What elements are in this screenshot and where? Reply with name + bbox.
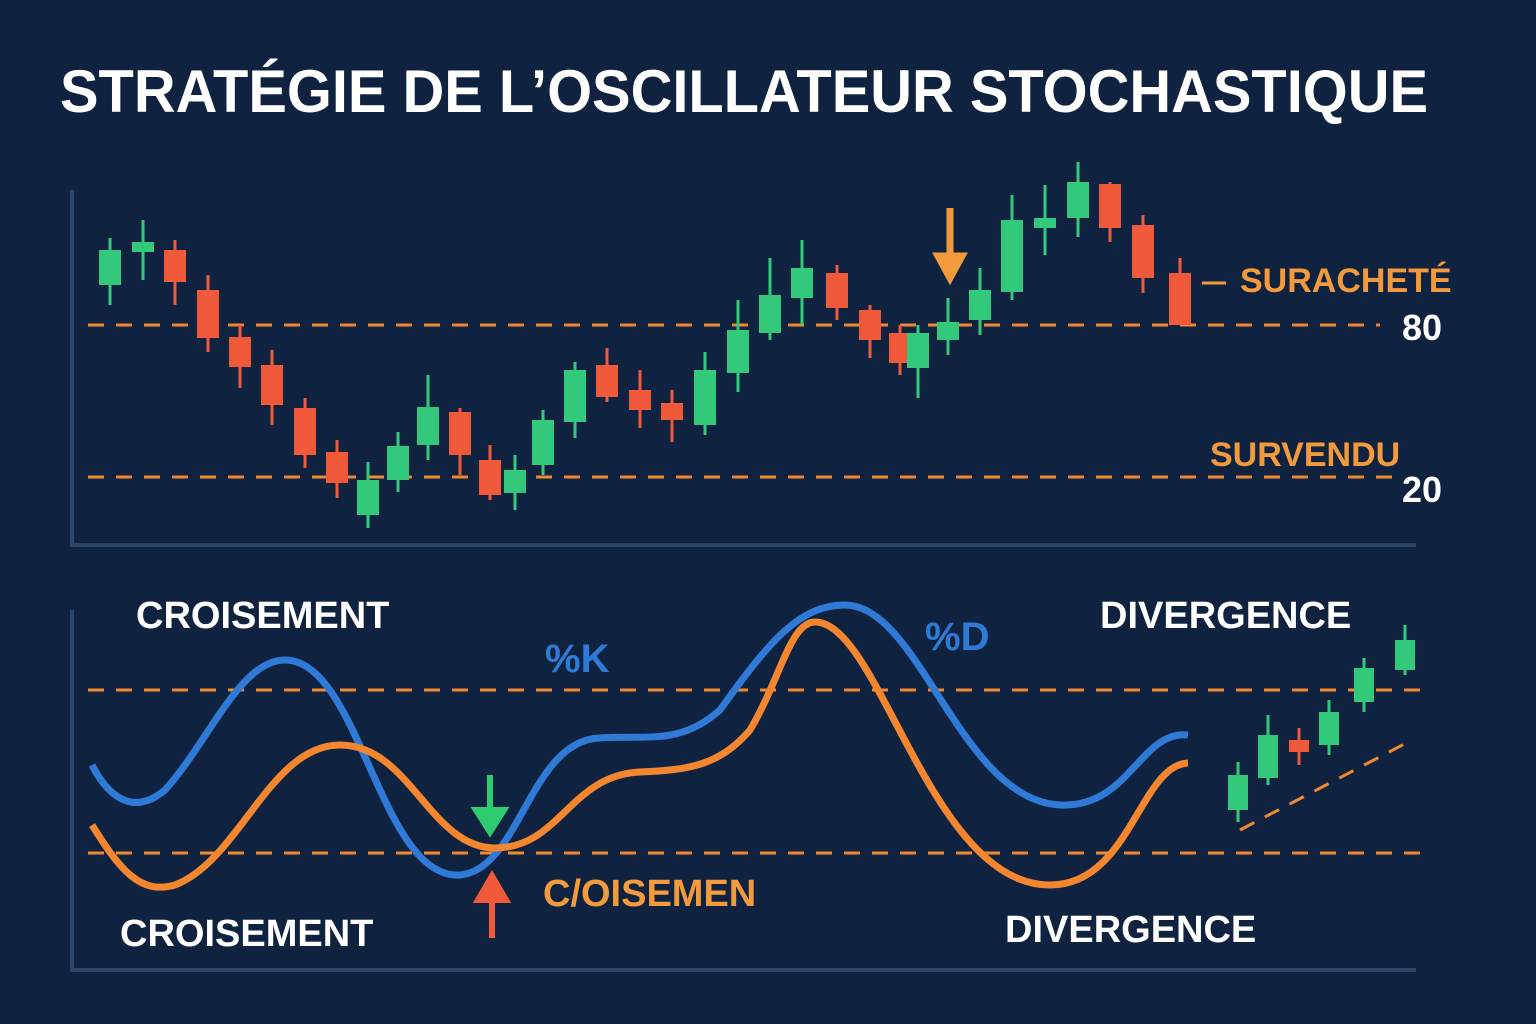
- candle-body: [727, 330, 749, 373]
- candle-body: [164, 250, 186, 282]
- candle-body: [1289, 740, 1309, 752]
- candle-body: [417, 407, 439, 445]
- candle-body: [969, 290, 991, 320]
- candle-body: [1354, 668, 1374, 702]
- candle-body: [1169, 273, 1191, 325]
- candle-body: [326, 452, 348, 483]
- buy-arrow: [470, 775, 510, 838]
- candle-body: [907, 333, 929, 368]
- candle-body: [449, 412, 471, 455]
- candle-body: [1067, 182, 1089, 218]
- candle-body: [826, 273, 848, 308]
- candle-body: [1132, 225, 1154, 278]
- candle-body: [1001, 220, 1023, 292]
- d-label: %D: [925, 615, 989, 659]
- candle-body: [694, 370, 716, 425]
- candle-body: [132, 242, 154, 252]
- annotation: C/OISEMEN: [543, 873, 756, 915]
- candle-body: [357, 480, 379, 515]
- sell-arrow: [932, 208, 968, 286]
- title: STRATÉGIE DE L’OSCILLATEUR STOCHASTIQUE: [60, 58, 1428, 125]
- annotation: DIVERGENCE: [1005, 909, 1256, 951]
- candle-body: [387, 446, 409, 480]
- overbought-level: 80: [1402, 307, 1442, 348]
- candles: [99, 162, 1191, 528]
- candle-body: [294, 408, 316, 455]
- k-label: %K: [545, 637, 610, 681]
- trend-line: [1239, 738, 1413, 832]
- candle-body: [661, 403, 683, 420]
- candle-body: [596, 365, 618, 397]
- annotation: CROISEMENT: [120, 913, 373, 955]
- oversold-label: SURVENDU: [1210, 436, 1400, 474]
- candle-body: [859, 310, 881, 340]
- candle-body: [791, 268, 813, 298]
- candle-body: [889, 333, 911, 363]
- candle-body: [229, 337, 251, 367]
- k-line: [88, 601, 1189, 879]
- candle-body: [1034, 218, 1056, 228]
- price-frame: [70, 190, 1416, 547]
- up-arrow: [472, 870, 512, 938]
- candle-body: [937, 322, 959, 340]
- candle-body: [629, 390, 651, 410]
- candle-body: [99, 250, 121, 285]
- mini-candles: [1228, 625, 1415, 822]
- candle-body: [479, 460, 501, 495]
- annotation: DIVERGENCE: [1100, 595, 1351, 637]
- candle-body: [532, 420, 554, 465]
- candle-body: [1258, 735, 1278, 778]
- oversold-level: 20: [1402, 469, 1442, 510]
- candle-body: [759, 295, 781, 333]
- candle-body: [504, 470, 526, 493]
- candle-body: [261, 365, 283, 405]
- candle-body: [1319, 712, 1339, 745]
- annotation: CROISEMENT: [136, 595, 389, 637]
- candle-body: [1099, 184, 1121, 228]
- candle-body: [1395, 640, 1415, 670]
- oscillator-frame: [70, 610, 1416, 972]
- overbought-label: SURACHETÉ: [1240, 262, 1452, 300]
- candle-body: [197, 290, 219, 338]
- candle-body: [564, 370, 586, 422]
- candle-body: [1228, 775, 1248, 810]
- d-line: [89, 618, 1189, 891]
